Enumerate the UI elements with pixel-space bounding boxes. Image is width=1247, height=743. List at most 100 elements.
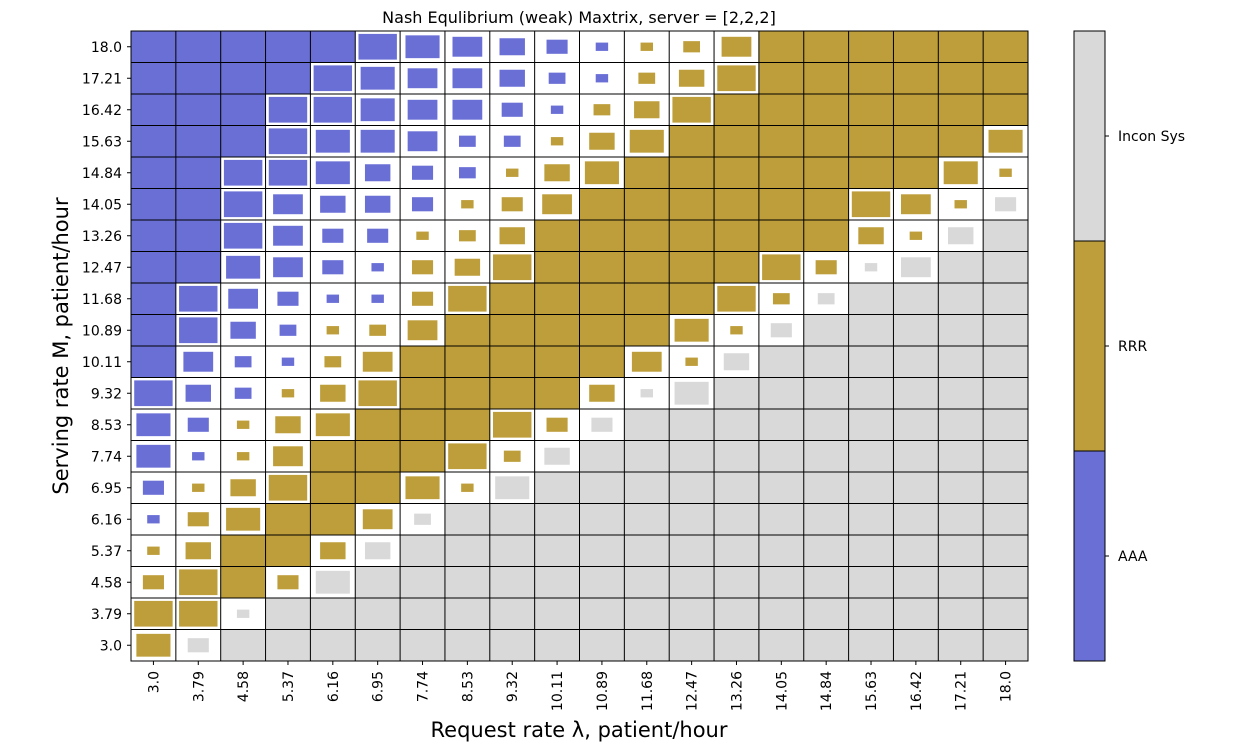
cell-rrr bbox=[489, 377, 535, 409]
cell-rrr bbox=[717, 285, 756, 312]
cell-incon-sys bbox=[669, 535, 715, 567]
cell-aaa bbox=[358, 33, 397, 60]
cell-rrr bbox=[358, 380, 397, 407]
cell-aaa bbox=[268, 96, 308, 123]
cell-aaa bbox=[220, 94, 266, 126]
cell-aaa bbox=[452, 68, 483, 89]
cell-incon-sys bbox=[624, 440, 670, 472]
cell-aaa bbox=[175, 31, 221, 63]
cell-rrr bbox=[355, 440, 401, 472]
cell-incon-sys bbox=[983, 535, 1028, 567]
colorbar-segment bbox=[1074, 31, 1105, 241]
cell-rrr bbox=[988, 129, 1023, 153]
cell-incon-sys bbox=[624, 629, 670, 661]
cell-incon-sys bbox=[893, 566, 939, 598]
cell-aaa bbox=[407, 131, 438, 152]
cell-incon-sys bbox=[938, 314, 984, 346]
cell-incon-sys bbox=[444, 503, 490, 535]
cell-rrr bbox=[277, 575, 299, 590]
cell-rrr bbox=[458, 230, 476, 242]
cell-rrr bbox=[803, 94, 849, 126]
cell-rrr bbox=[265, 535, 311, 567]
cell-aaa bbox=[268, 159, 308, 186]
cell-incon-sys bbox=[983, 503, 1028, 535]
cell-incon-sys bbox=[714, 377, 759, 409]
cell-aaa bbox=[364, 164, 391, 182]
cell-incon-sys bbox=[669, 598, 715, 630]
cell-incon-sys bbox=[900, 257, 931, 278]
cell-incon-sys bbox=[579, 440, 625, 472]
cell-rrr bbox=[851, 191, 891, 218]
cell-rrr bbox=[315, 413, 350, 437]
cell-rrr bbox=[640, 42, 653, 51]
cell-rrr bbox=[326, 326, 340, 335]
cell-incon-sys bbox=[758, 377, 804, 409]
cell-incon-sys bbox=[983, 409, 1028, 441]
colorbar: Incon Sys RRR AAA bbox=[1073, 30, 1185, 662]
cell-aaa bbox=[322, 260, 344, 275]
cell-aaa bbox=[131, 251, 176, 283]
cell-aaa bbox=[136, 444, 171, 468]
cell-aaa bbox=[360, 66, 395, 90]
cell-rrr bbox=[400, 377, 445, 409]
cell-rrr bbox=[506, 168, 519, 177]
cell-rrr bbox=[362, 509, 393, 530]
cell-incon-sys bbox=[579, 629, 625, 661]
cell-aaa bbox=[310, 31, 356, 63]
cell-incon-sys bbox=[983, 220, 1028, 252]
cell-incon-sys bbox=[848, 409, 894, 441]
cell-rrr bbox=[758, 157, 804, 189]
cell-incon-sys bbox=[938, 346, 984, 378]
cell-incon-sys bbox=[983, 377, 1028, 409]
cell-rrr bbox=[369, 324, 387, 336]
y-tick-label: 6.95 bbox=[91, 481, 122, 497]
cell-incon-sys bbox=[220, 629, 266, 661]
colorbar-label: Incon Sys bbox=[1118, 129, 1185, 145]
cell-incon-sys bbox=[444, 598, 490, 630]
cell-incon-sys bbox=[758, 409, 804, 441]
cell-aaa bbox=[131, 157, 176, 189]
cell-rrr bbox=[893, 94, 939, 126]
cell-rrr bbox=[448, 285, 487, 312]
cell-incon-sys bbox=[803, 314, 849, 346]
cell-rrr bbox=[943, 161, 978, 185]
cell-rrr bbox=[803, 31, 849, 63]
colorbar-label: AAA bbox=[1118, 549, 1148, 565]
cell-rrr bbox=[848, 125, 894, 157]
cell-incon-sys bbox=[938, 409, 984, 441]
cell-rrr bbox=[669, 188, 715, 220]
y-tick-label: 15.63 bbox=[82, 134, 122, 150]
cell-rrr bbox=[220, 566, 266, 598]
cell-rrr bbox=[320, 384, 346, 402]
cell-incon-sys bbox=[938, 472, 984, 504]
cell-incon-sys bbox=[444, 629, 490, 661]
cell-incon-sys bbox=[803, 409, 849, 441]
cell-incon-sys bbox=[534, 598, 580, 630]
cell-rrr bbox=[893, 31, 939, 63]
cell-rrr bbox=[579, 188, 625, 220]
cell-incon-sys bbox=[444, 566, 490, 598]
cell-aaa bbox=[499, 69, 525, 87]
cell-incon-sys bbox=[983, 283, 1028, 315]
cell-incon-sys bbox=[674, 381, 709, 405]
cell-aaa bbox=[220, 125, 266, 157]
cell-rrr bbox=[534, 251, 580, 283]
cell-aaa bbox=[315, 129, 350, 153]
cell-rrr bbox=[236, 452, 250, 461]
cell-rrr bbox=[803, 188, 849, 220]
cell-aaa bbox=[411, 197, 434, 212]
cell-aaa bbox=[411, 165, 434, 180]
cell-incon-sys bbox=[983, 598, 1028, 630]
cell-incon-sys bbox=[803, 629, 849, 661]
cell-incon-sys bbox=[770, 323, 792, 338]
cell-incon-sys bbox=[758, 598, 804, 630]
cell-incon-sys bbox=[310, 598, 356, 630]
x-tick-label: 11.68 bbox=[640, 671, 656, 711]
cell-rrr bbox=[758, 31, 804, 63]
cell-incon-sys bbox=[893, 377, 939, 409]
cell-aaa bbox=[175, 125, 221, 157]
cell-rrr bbox=[848, 94, 894, 126]
cell-aaa bbox=[371, 294, 384, 303]
cell-aaa bbox=[501, 102, 523, 117]
cell-incon-sys bbox=[355, 598, 401, 630]
